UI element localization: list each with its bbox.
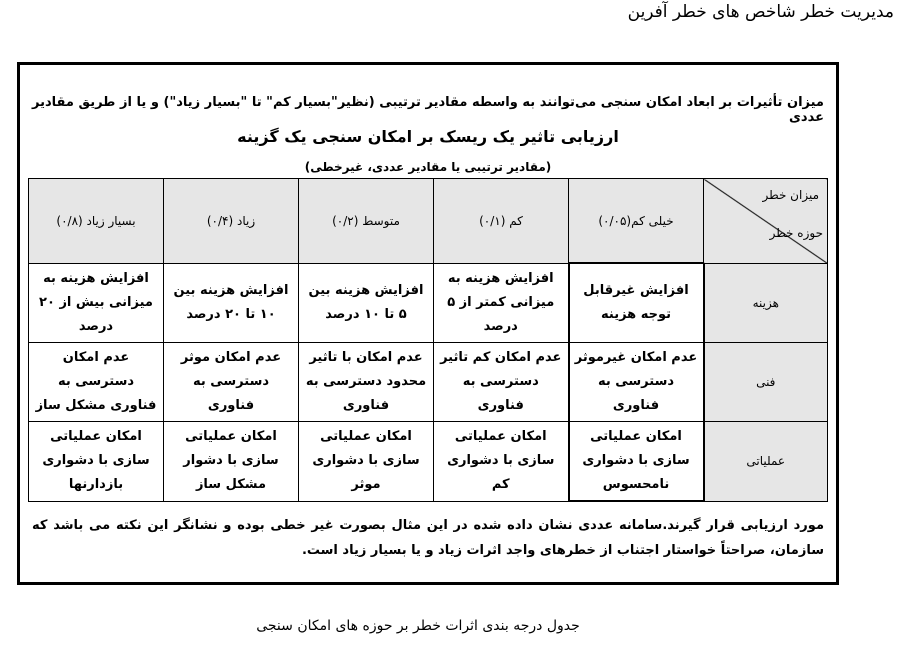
table-cell: امکان عملیاتی سازی با دشوار مشکل ساز	[163, 421, 299, 502]
intro-text: میزان تأثیرات بر ابعاد امکان سنجی می‌توا…	[32, 95, 824, 125]
table-cell: امکان عملیاتی سازی با دشواری بازدارنها	[28, 421, 164, 502]
column-header: بسیار زیاد (۰/۸)	[28, 178, 164, 264]
table-cell: عدم امکان موثر دسترسی به فناوری	[163, 342, 299, 422]
table-cell: عدم امکان با تاثیر محدود دسترسی به فناور…	[298, 342, 434, 422]
corner-header: میزان خطر حوزه خطر	[703, 178, 828, 264]
conclusion-text: مورد ارزیابی قرار گیرند.سامانه عددی نشان…	[32, 518, 824, 558]
risk-impact-table: میزان خطر حوزه خطر خیلی کم(۰/۰۵) کم (۰/۱…	[28, 178, 828, 502]
risk-domain-label: حوزه خطر	[769, 225, 823, 240]
content-box: میزان تأثیرات بر ابعاد امکان سنجی می‌توا…	[17, 62, 839, 585]
table-row: فنی عدم امکان غیرموثر دسترسی به فناوری ع…	[28, 342, 828, 422]
table-cell: امکان عملیاتی سازی با دشواری نامحسوس	[567, 421, 705, 502]
risk-level-label: میزان خطر	[762, 188, 819, 202]
table-row: هزینه افزایش غیرقابل توجه هزینه افزایش ه…	[28, 262, 828, 343]
table-caption: جدول درجه بندی اثرات خطر بر حوزه های امک…	[256, 618, 580, 634]
row-header: هزینه	[703, 262, 828, 343]
table-subheading: (مقادیر ترتیبی یا مقادیر عددی، غیرخطی)	[304, 160, 552, 174]
table-cell: امکان عملیاتی سازی با دشواری کم	[433, 421, 569, 502]
table-cell: افزایش هزینه به میزانی بیش از ۲۰ درصد	[28, 262, 164, 343]
column-header: زیاد (۰/۴)	[163, 178, 299, 264]
row-header: عملیاتی	[703, 421, 828, 502]
column-header: کم (۰/۱)	[433, 178, 569, 264]
table-cell: امکان عملیاتی سازی با دشواری موثر	[298, 421, 434, 502]
table-cell: افزایش غیرقابل توجه هزینه	[567, 262, 705, 343]
row-header: فنی	[703, 342, 828, 422]
table-row: عملیاتی امکان عملیاتی سازی با دشواری نام…	[28, 421, 828, 502]
table-cell: عدم امکان دسترسی به فناوری مشکل ساز	[28, 342, 164, 422]
table-cell: عدم امکان غیرموثر دسترسی به فناوری	[567, 342, 705, 422]
page-title: مدیریت خطر شاخص های خطر آفرین	[627, 2, 894, 22]
table-cell: افزایش هزینه بین ۵ تا ۱۰ درصد	[298, 262, 434, 343]
column-header: خیلی کم(۰/۰۵)	[568, 178, 704, 264]
column-header: متوسط (۰/۲)	[298, 178, 434, 264]
header-row: میزان خطر حوزه خطر خیلی کم(۰/۰۵) کم (۰/۱…	[28, 178, 828, 264]
table-cell: افزایش هزینه به میزانی کمتر از ۵ درصد	[433, 262, 569, 343]
table-cell: افزایش هزینه بین ۱۰ تا ۲۰ درصد	[163, 262, 299, 343]
table-heading: ارزیابی تاثیر یک ریسک بر امکان سنجی یک گ…	[237, 127, 619, 146]
table-cell: عدم امکان کم تاثیر دسترسی به فناوری	[433, 342, 569, 422]
